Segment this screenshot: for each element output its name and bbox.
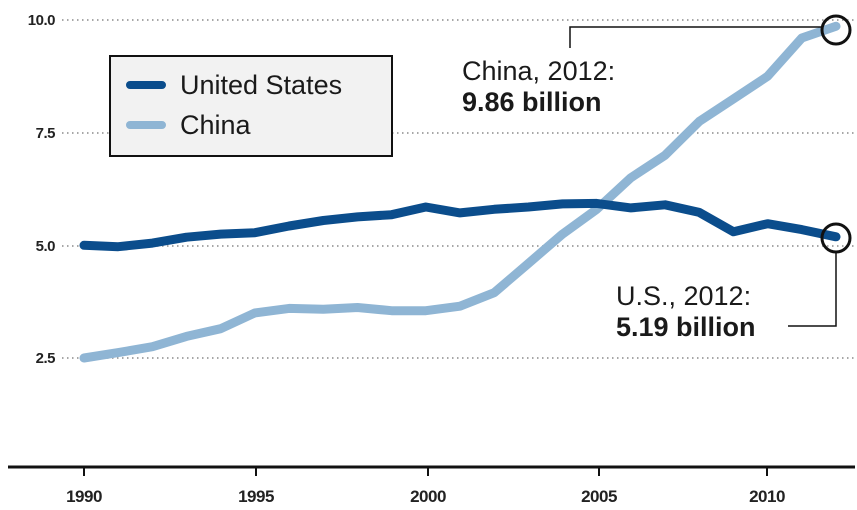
annotation-value-united-states: 5.19 billion	[616, 312, 756, 342]
annotation-marker-united-states	[820, 222, 852, 254]
legend-label-united-states: United States	[180, 70, 342, 100]
annotation-china: China, 2012: 9.86 billion	[462, 14, 852, 117]
legend-box	[109, 55, 393, 157]
x-tick-labels: 1990 1995 2000 2005 2010	[66, 487, 785, 506]
legend: United States China	[109, 55, 393, 157]
x-tick-label: 1995	[238, 487, 274, 506]
x-tick-label: 2005	[581, 487, 617, 506]
annotation-label-china: China, 2012:	[462, 56, 615, 86]
series-layer	[79, 21, 841, 363]
legend-label-china: China	[180, 110, 252, 140]
x-tick-label: 2000	[410, 487, 446, 506]
y-tick-label: 10.0	[28, 12, 55, 29]
x-ticks	[83, 467, 768, 476]
y-grid	[62, 19, 855, 359]
series-line-china	[79, 21, 841, 363]
y-tick-label: 2.5	[36, 350, 56, 367]
series-line-united-states	[79, 198, 841, 252]
x-tick-label: 1990	[66, 487, 102, 506]
annotation-leader-united-states	[788, 253, 837, 327]
annotation-value-china: 9.86 billion	[462, 87, 602, 117]
annotation-marker-china	[820, 14, 852, 46]
y-tick-label: 5.0	[36, 238, 56, 255]
annotation-united-states: U.S., 2012: 5.19 billion	[616, 222, 852, 342]
annotation-label-united-states: U.S., 2012:	[616, 281, 751, 311]
y-tick-label: 7.5	[36, 125, 56, 142]
x-tick-label: 2010	[749, 487, 785, 506]
annotation-leader-china	[569, 26, 822, 48]
y-tick-labels: 10.0 7.5 5.0 2.5	[28, 12, 56, 367]
